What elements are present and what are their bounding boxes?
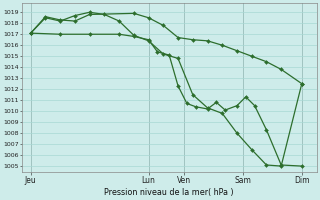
- X-axis label: Pression niveau de la mer( hPa ): Pression niveau de la mer( hPa ): [104, 188, 234, 197]
